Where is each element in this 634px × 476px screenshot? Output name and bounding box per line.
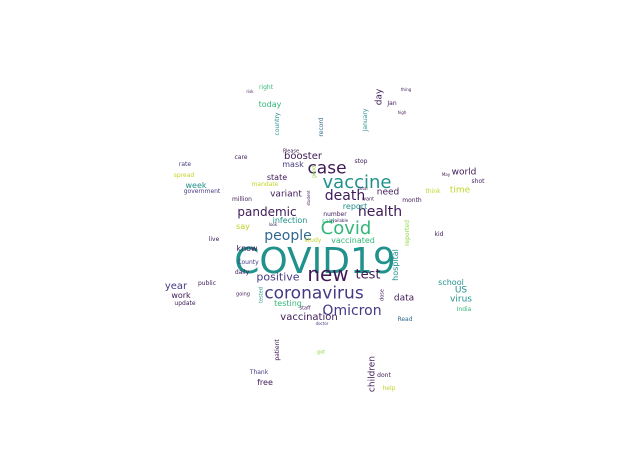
word-staff: staff [299,305,311,312]
word-day: day [374,88,385,106]
word-vaccine: vaccine [322,172,392,193]
word-state: state [266,173,288,182]
word-said: said [321,218,335,225]
word-daily: daily [234,269,250,276]
word-january: January [362,108,369,132]
word-report: report [342,202,368,211]
word-read: Read [397,316,413,323]
word-people: people [264,228,312,244]
word-help: help [382,385,396,392]
word-look: look [268,222,278,227]
word-infection: infection [272,216,308,225]
word-us: US [454,285,468,296]
word-coronavirus: coronavirus [264,283,364,304]
word-want: want [361,196,375,203]
word-vaccinated: vaccinated [331,236,375,245]
word-reported: reported [404,220,411,246]
word-high: high [397,110,407,115]
word-going: going [236,291,250,298]
word-think: think [425,188,441,195]
word-doctor: doctor [315,321,329,326]
word-mandate: mandate [251,181,279,188]
word-case: case [307,158,347,179]
word-covid: Covid [320,218,372,239]
word-know: know [236,244,258,253]
word-care: care [234,154,248,161]
word-school: school [438,278,464,287]
word-india: India [456,306,472,313]
word-update: update [174,300,196,307]
word-thing: thing [400,87,412,92]
word-million: million [232,196,252,203]
word-hospital: hospital [391,249,400,281]
word-health: health [357,204,403,220]
word-work: work [171,291,191,300]
word-student: student [306,190,311,206]
word-booster: booster [284,151,322,162]
word-world: world [451,167,477,178]
word-need: need [376,187,400,198]
word-new: new [307,262,349,286]
word-vaccination: vaccination [280,312,338,323]
word-say: say [236,222,250,231]
word-right: right [258,84,274,91]
word-jan: Jan [387,100,397,107]
word-government: government [183,188,221,195]
word-month: month [402,197,422,204]
word-please: Please [282,148,300,155]
word-dose: dose [379,289,386,301]
word-risk: risk [246,89,254,94]
word-tested: tested [258,287,265,303]
word-live: live [208,236,220,243]
word-number: number [323,211,347,218]
word-pandemic: pandemic [237,205,297,219]
word-free: free [257,378,273,387]
word-country: country [274,112,281,136]
word-available: available [329,218,349,223]
word-dont: dont [377,372,391,379]
word-year: year [164,281,188,292]
word-shot: shot [471,178,485,185]
word-spread: spread [173,172,195,179]
word-today: today [258,100,282,109]
word-thank: Thank [249,369,269,376]
word-may: May [441,172,451,177]
word-study: study [304,237,322,244]
word-got: got [316,349,326,356]
word-kid: kid [434,231,444,238]
word-good: good [311,165,318,179]
word-variant: variant [270,189,302,200]
word-total: total [358,186,368,191]
word-covid19: COVID19 [234,241,396,282]
word-virus: virus [450,294,472,305]
word-public: public [197,280,217,287]
word-mask: mask [282,160,304,169]
word-test: test [355,267,381,283]
word-data: data [393,293,415,304]
word-omicron: Omicron [322,303,382,319]
word-record: record [318,117,325,137]
word-time: time [449,185,471,196]
word-week: week [185,181,207,190]
word-children: children [367,355,378,393]
word-rate: rate [178,161,192,168]
word-stop: stop [354,158,368,165]
word-death: death [324,188,366,204]
word-county: County [237,259,259,266]
word-testing: testing [274,299,302,308]
word-patient: patient [274,339,281,361]
word-positive: positive [256,270,300,284]
